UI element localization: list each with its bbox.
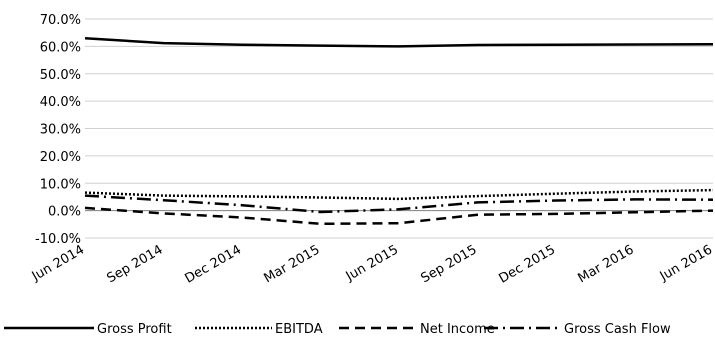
axes: 70.0% 60.0% 50.0% 40.0% 30.0% 20.0% 10.0% 0.0% -… [29, 13, 715, 287]
series-line-gross-cash-flow [84, 194, 714, 214]
legend-label: Gross Cash Flow [564, 322, 671, 337]
x-tick-label: Sep 2015 [419, 242, 480, 286]
legend: Gross Profit EBITDA Net Income Gross Cash F… [4, 322, 671, 337]
x-tick-label: Sep 2014 [105, 242, 166, 286]
series-line-net-income [84, 206, 714, 226]
y-tick-label: 0.0% [48, 205, 81, 220]
x-tick-label: Dec 2014 [182, 242, 244, 286]
series-line-ebitda [84, 188, 714, 201]
legend-label: Gross Profit [97, 322, 172, 337]
x-tick-label: Jun 2016 [657, 242, 715, 284]
y-tick-label: -10.0% [35, 232, 81, 247]
legend-label: EBITDA [275, 322, 323, 337]
y-tick-label: 40.0% [40, 95, 81, 110]
x-tick-label: Jun 2014 [29, 242, 87, 284]
series-line-gross-profit [84, 36, 714, 48]
y-tick-label: 50.0% [40, 68, 81, 83]
gridlines [85, 18, 713, 239]
y-tick-label: 10.0% [40, 177, 81, 192]
y-tick-label: 30.0% [40, 123, 81, 138]
y-tick-label: 60.0% [40, 40, 81, 55]
y-tick-label: 70.0% [40, 13, 81, 28]
x-tick-label: Mar 2015 [262, 242, 323, 286]
y-tick-label: 20.0% [40, 150, 81, 165]
x-tick-label: Mar 2016 [576, 242, 637, 286]
legend-label: Net Income [420, 322, 495, 337]
series-lines [84, 36, 714, 226]
x-tick-label: Jun 2015 [343, 242, 401, 284]
x-tick-label: Dec 2015 [496, 242, 558, 286]
